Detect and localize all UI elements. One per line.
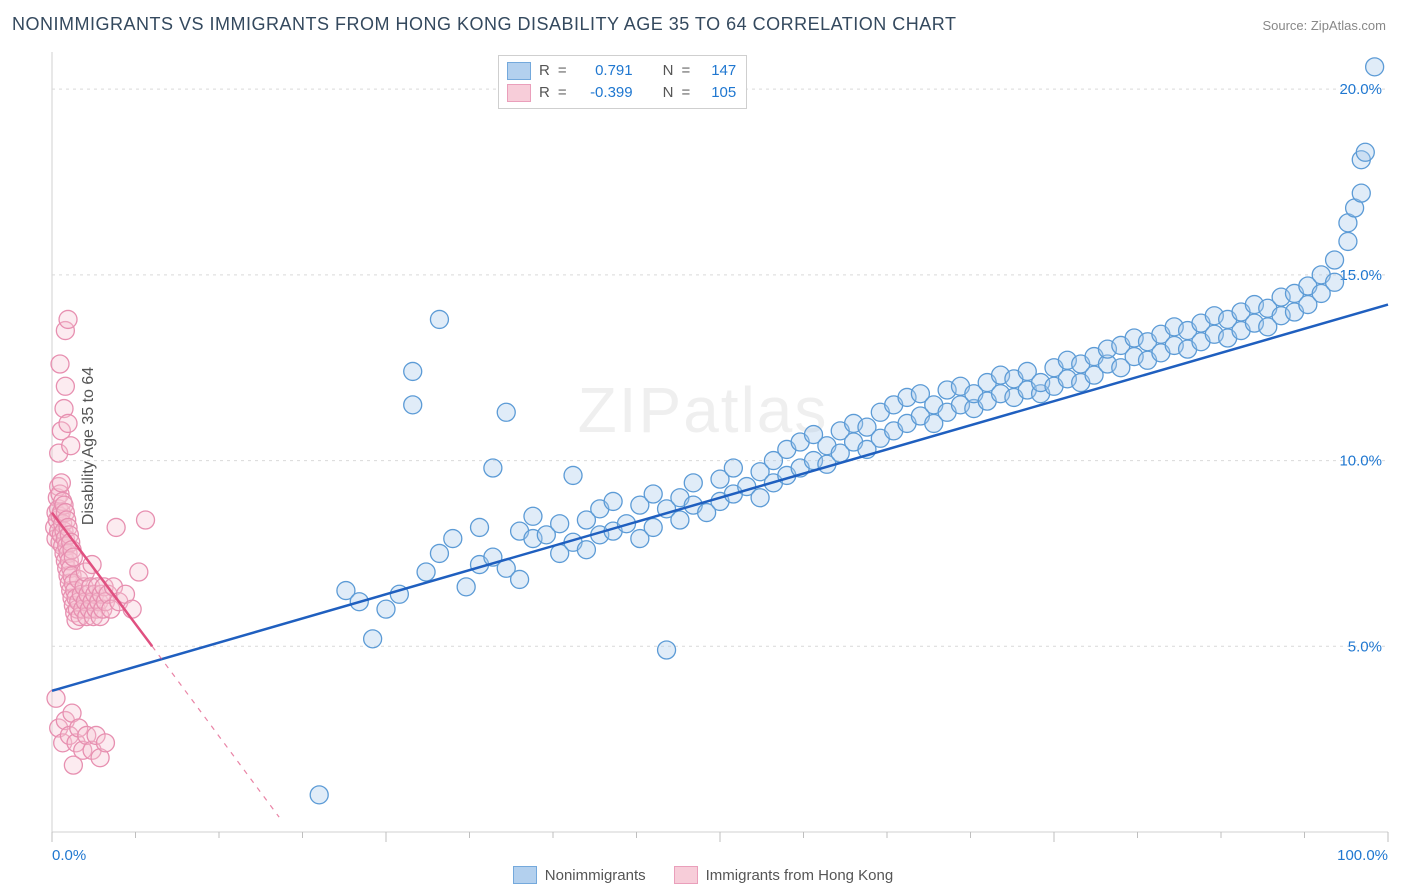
stat-eq: = [681,82,690,104]
data-point [377,600,395,618]
data-point [604,492,622,510]
legend-swatch [513,866,537,884]
stat-r-value: 0.791 [575,60,633,82]
trend-line-nonimmigrants [52,305,1388,691]
stat-r-label: R [539,82,550,104]
series-legend: Nonimmigrants Immigrants from Hong Kong [0,866,1406,884]
stat-n-value: 105 [698,82,736,104]
data-point [430,544,448,562]
data-point [52,474,70,492]
data-point [430,310,448,328]
data-point [64,756,82,774]
data-point [724,459,742,477]
stat-r-label: R [539,60,550,82]
data-point [671,511,689,529]
stat-eq: = [558,82,567,104]
data-point [107,518,125,536]
svg-text:0.0%: 0.0% [52,847,86,864]
data-point [51,355,69,373]
data-point [1326,273,1344,291]
svg-text:100.0%: 100.0% [1337,847,1388,864]
legend-item-immigrants_hk[interactable]: Immigrants from Hong Kong [674,866,894,884]
svg-text:20.0%: 20.0% [1339,81,1382,98]
data-point [577,541,595,559]
data-point [1339,232,1357,250]
legend-swatch [507,62,531,80]
data-point [644,518,662,536]
data-point [1352,184,1370,202]
stat-n-label: N [663,82,674,104]
series-nonimmigrants [310,58,1383,804]
data-point [551,515,569,533]
data-point [497,403,515,421]
data-point [484,459,502,477]
svg-text:15.0%: 15.0% [1339,267,1382,284]
data-point [137,511,155,529]
data-point [47,689,65,707]
scatter-chart: 5.0% 10.0% 15.0% 20.0% 0.0% 100.0% [0,0,1406,892]
stat-n-label: N [663,60,674,82]
legend-item-nonimmigrants[interactable]: Nonimmigrants [513,866,646,884]
series-immigrants_hk [46,310,155,774]
stats-row-nonimmigrants: R = 0.791 N = 147 [507,60,736,82]
data-point [457,578,475,596]
data-point [444,530,462,548]
data-point [471,518,489,536]
data-point [364,630,382,648]
data-point [56,377,74,395]
data-point [130,563,148,581]
legend-swatch [507,84,531,102]
stat-eq: = [681,60,690,82]
data-point [404,362,422,380]
data-point [524,507,542,525]
stat-n-value: 147 [698,60,736,82]
data-point [1356,143,1374,161]
data-point [1326,251,1344,269]
data-point [59,310,77,328]
stats-row-immigrants_hk: R = -0.399 N = 105 [507,82,736,104]
data-point [310,786,328,804]
data-point [59,414,77,432]
data-point [1366,58,1384,76]
data-point [644,485,662,503]
data-point [684,474,702,492]
trend-ext-immigrants_hk [152,646,279,817]
data-point [404,396,422,414]
legend-label: Immigrants from Hong Kong [706,867,894,884]
data-point [511,570,529,588]
data-point [658,641,676,659]
data-point [564,466,582,484]
stat-r-value: -0.399 [575,82,633,104]
data-point [96,734,114,752]
svg-text:10.0%: 10.0% [1339,453,1382,470]
legend-label: Nonimmigrants [545,867,646,884]
data-point [62,437,80,455]
legend-swatch [674,866,698,884]
stat-eq: = [558,60,567,82]
data-point [417,563,435,581]
stats-legend-box: R = 0.791 N = 147 R = -0.399 N = 105 [498,55,747,109]
data-point [751,489,769,507]
svg-text:5.0%: 5.0% [1348,638,1382,655]
